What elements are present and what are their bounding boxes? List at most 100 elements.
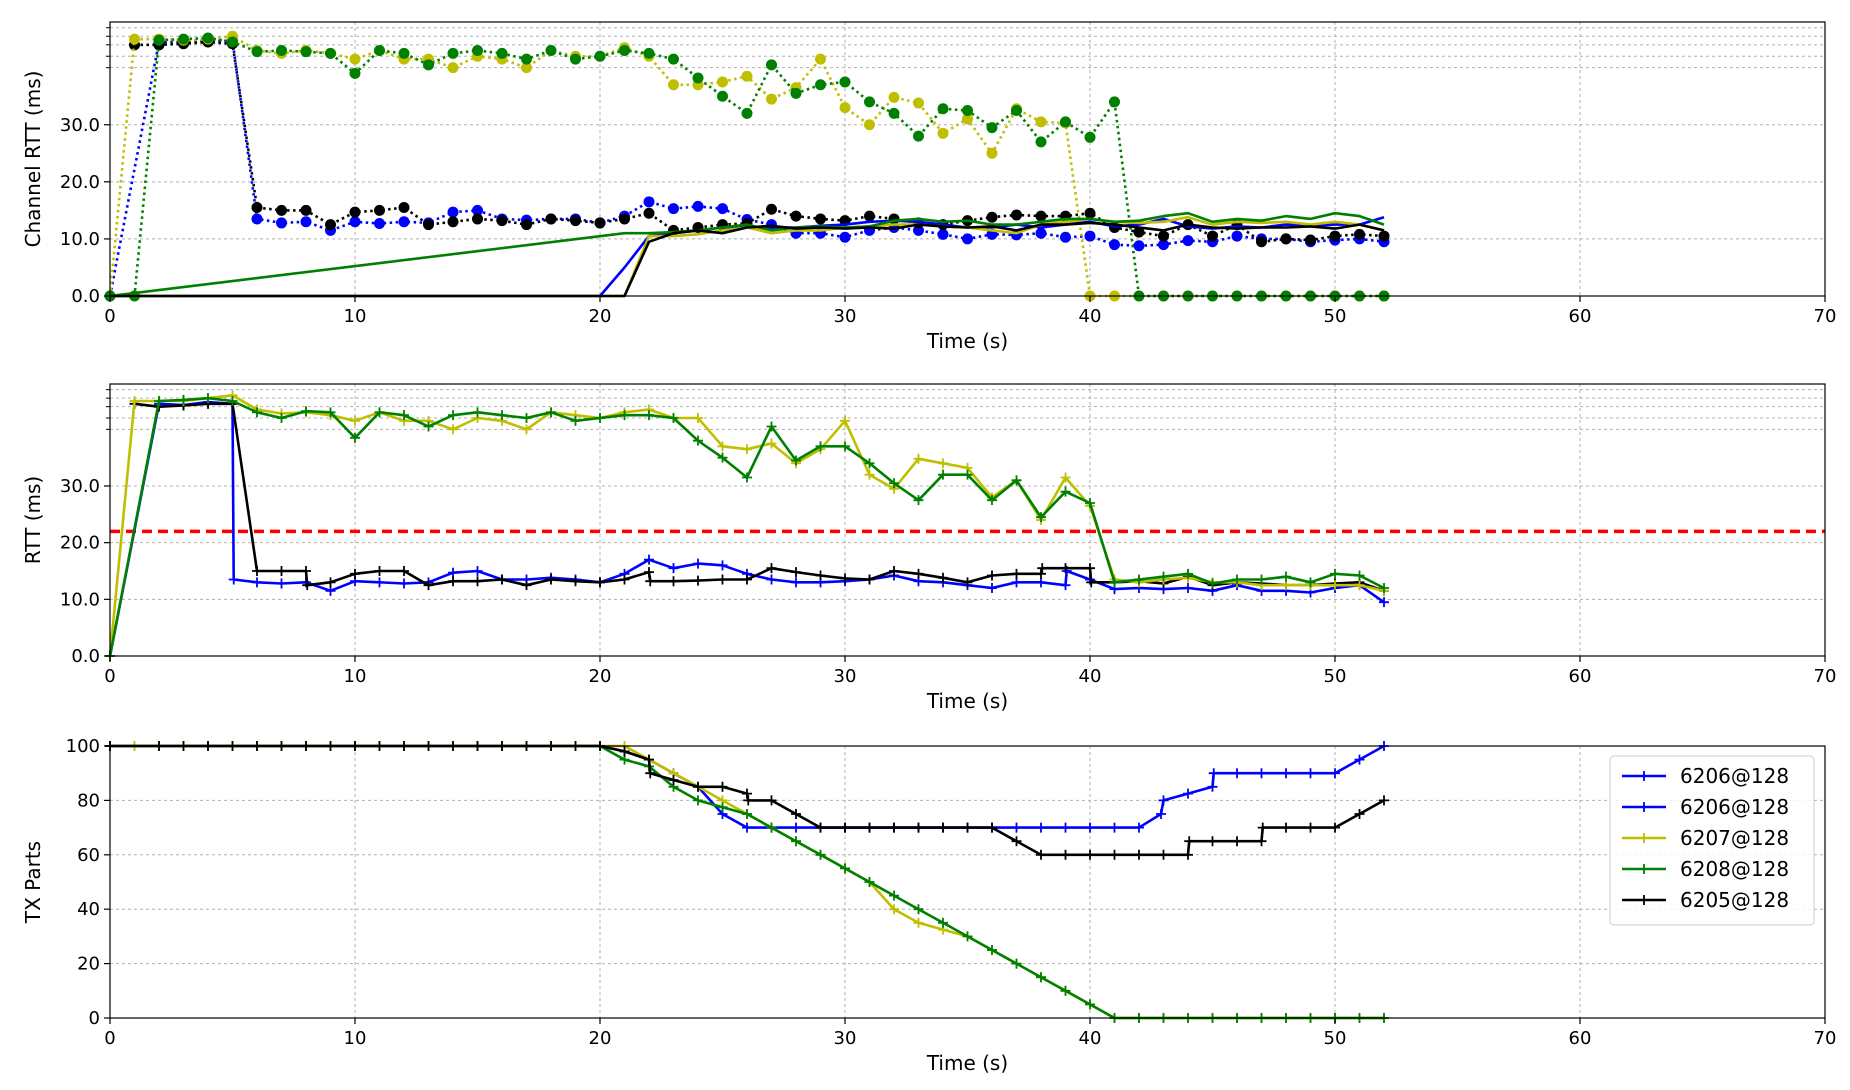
data-point [350,568,360,579]
data-point [1035,227,1047,239]
data-point [1158,239,1169,251]
data-point [766,203,777,215]
data-point [864,119,875,131]
data-point [840,863,850,874]
legend-marker [1639,833,1649,843]
grid [109,22,1826,297]
data-point [815,849,826,860]
y-tick-label: 20.0 [60,172,100,193]
data-point [1305,234,1316,246]
data-point [717,802,728,813]
data-point [374,218,385,230]
ticks: 0 10 20 30 40 50 60 70 0.0 10.0 20.0 30.0 [60,389,1836,687]
data-point [986,211,998,223]
data-point [1060,563,1071,574]
data-point [1280,233,1292,245]
data-point [349,67,361,79]
data-point [1036,577,1046,588]
x-axis-label: Time (s) [926,329,1008,353]
series-line-black-1 [134,40,1385,244]
data-point [668,576,679,587]
data-point [888,91,900,103]
legend-box [1609,755,1815,926]
data-point [252,407,262,418]
data-point [398,202,410,214]
data-point [937,103,949,115]
legend-marker [1639,771,1649,781]
data-point [937,228,949,240]
data-point [1084,207,1096,219]
data-point [766,59,777,71]
data-point [888,107,900,119]
data-point [448,567,458,578]
data-point [791,455,801,466]
data-point [1085,563,1095,574]
data-point [987,495,997,506]
data-point [742,788,752,799]
data-point [1060,580,1071,591]
data-point [1281,571,1291,582]
data-point [668,203,679,215]
y-tick-label: 30.0 [60,476,100,497]
data-point [815,822,826,833]
data-point [643,196,655,208]
data-point [497,574,507,585]
data-point [962,113,973,125]
data-point [692,72,704,84]
legend-marker [1639,864,1649,874]
data-point [693,435,703,446]
data-point [228,574,239,585]
x-tick-label: 20 [589,306,612,327]
data-point [1085,999,1095,1010]
data-point [374,204,385,216]
data-point [1085,849,1095,860]
data-point [448,424,458,435]
data-point [496,215,508,227]
data-point [1086,577,1097,588]
data-point [276,566,287,576]
data-point [1183,788,1193,799]
x-tick-label: 50 [1324,1028,1347,1049]
data-point [472,566,483,576]
y-tick-label: 0.0 [71,286,100,307]
series-line-black-7 [110,221,1385,298]
data-point [154,396,164,406]
data-point [472,204,483,216]
data-point [766,438,777,449]
data-point [325,577,336,588]
data-point [645,576,656,587]
data-point [1060,822,1071,833]
data-point [1035,116,1047,128]
data-point [644,410,654,421]
data-point [521,413,532,423]
x-tick-label: 40 [1079,306,1102,327]
data-point [374,566,385,576]
x-tick-label: 70 [1814,1028,1837,1049]
data-point [913,97,924,109]
data-point [251,46,263,58]
data-point [251,202,263,214]
legend-entry-label: 6206@128 [1680,764,1789,788]
data-point [252,566,262,576]
data-point [1330,568,1340,579]
data-point [1379,795,1389,806]
plot-frame [109,21,1826,297]
data-point [889,890,899,901]
data-point [350,432,360,443]
data-point [472,407,483,418]
data-point [987,570,997,581]
data-point [423,59,434,71]
x-tick-label: 30 [834,1028,857,1049]
data-point [1354,809,1365,819]
data-point [202,32,214,44]
data-point [962,931,973,942]
data-point [619,45,630,57]
data-point [1281,768,1291,779]
data-point [913,495,924,506]
data-point [1158,795,1169,806]
data-point [889,566,899,576]
series-layer [104,30,1390,302]
data-point [325,47,336,59]
data-point [1330,580,1340,591]
data-point [839,76,851,88]
